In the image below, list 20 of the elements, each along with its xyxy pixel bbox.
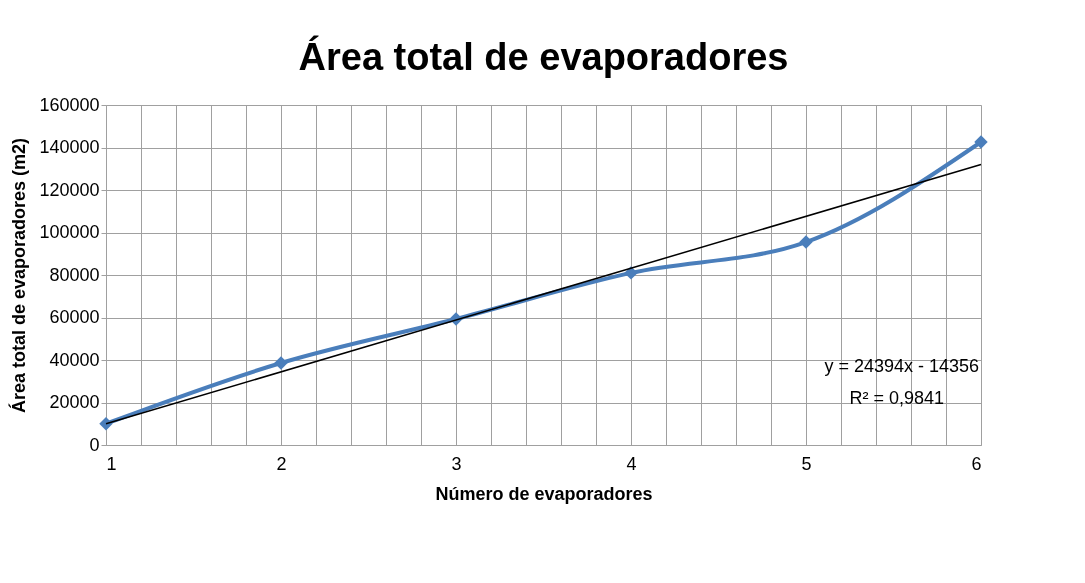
x-axis-title: Número de evaporadores — [435, 483, 653, 504]
y-tick-label: 0 — [89, 434, 100, 455]
x-tick-label: 4 — [626, 453, 637, 474]
annotation: R² = 0,9841 — [849, 388, 944, 408]
x-tick-label: 2 — [276, 453, 287, 474]
x-tick-label: 1 — [106, 453, 117, 474]
x-tick-label: 5 — [801, 453, 812, 474]
y-tick-label: 160000 — [39, 94, 100, 115]
x-tick-label: 6 — [971, 453, 982, 474]
y-tick-label: 80000 — [49, 264, 100, 285]
y-tick-label: 40000 — [49, 349, 100, 370]
y-axis-title: Área total de evaporadores (m2) — [8, 137, 30, 414]
x-tick-label: 3 — [451, 453, 462, 474]
y-tick-label: 100000 — [39, 222, 100, 242]
y-tick-label: 60000 — [49, 307, 100, 327]
chart-title: Área total de evaporadores — [298, 35, 789, 78]
y-tick-label: 120000 — [39, 179, 100, 200]
y-tick-label: 140000 — [39, 137, 100, 157]
annotation: y = 24394x - 14356 — [824, 356, 979, 376]
y-tick-label: 20000 — [49, 392, 100, 412]
